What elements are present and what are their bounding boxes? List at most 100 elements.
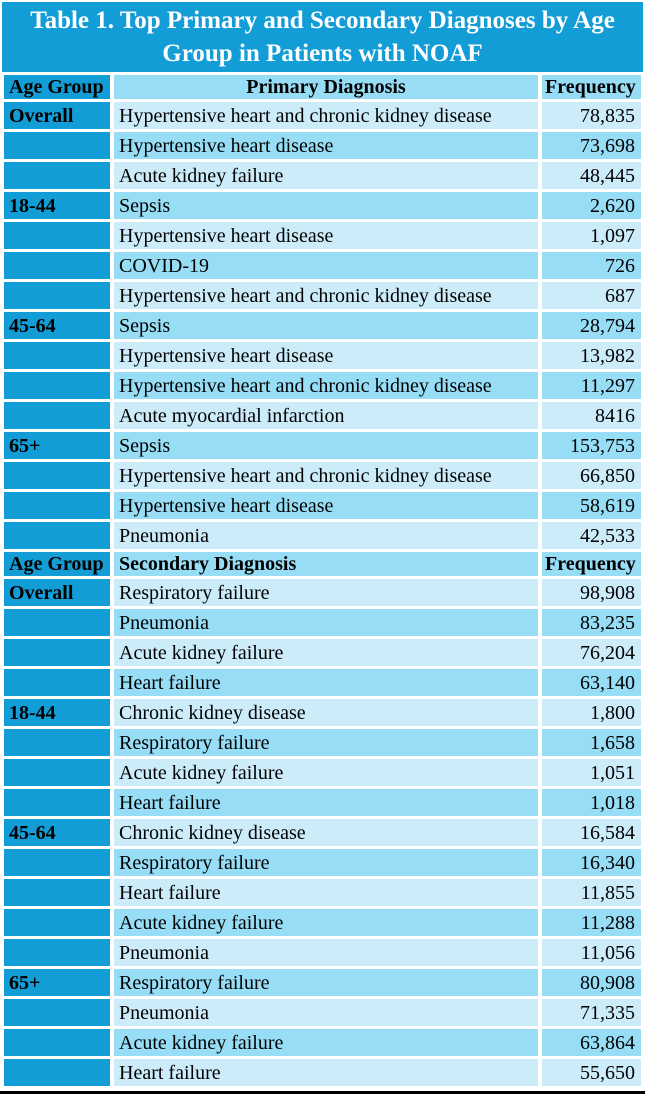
table-row: Pneumonia 71,335 (4, 999, 641, 1026)
diagnoses-table: Age Group Primary Diagnosis Frequency Overa… (0, 72, 645, 1089)
frequency-cell: 1,097 (542, 222, 641, 249)
frequency-cell: 66,850 (542, 462, 641, 489)
frequency-cell: 28,794 (542, 312, 641, 339)
table-row: 45-64 Sepsis 28,794 (4, 312, 641, 339)
diagnosis-cell: Respiratory failure (114, 969, 538, 996)
diagnosis-cell: Respiratory failure (114, 579, 538, 606)
section-header-row: Age Group Secondary Diagnosis Frequency (4, 552, 641, 576)
frequency-cell: 63,864 (542, 1029, 641, 1056)
age-group-header-cell: Age Group (4, 552, 110, 576)
diagnosis-cell: Pneumonia (114, 999, 538, 1026)
frequency-cell: 16,340 (542, 849, 641, 876)
frequency-cell: 11,297 (542, 372, 641, 399)
table-row: Acute kidney failure 63,864 (4, 1029, 641, 1056)
table-row: 65+ Respiratory failure 80,908 (4, 969, 641, 996)
frequency-cell: 73,698 (542, 132, 641, 159)
frequency-cell: 83,235 (542, 609, 641, 636)
frequency-cell: 687 (542, 282, 641, 309)
age-group-cell (4, 879, 110, 906)
diagnosis-cell: Respiratory failure (114, 849, 538, 876)
frequency-cell: 98,908 (542, 579, 641, 606)
age-group-cell (4, 729, 110, 756)
table-row: Pneumonia 83,235 (4, 609, 641, 636)
diagnosis-cell: Heart failure (114, 789, 538, 816)
diagnosis-header-cell: Primary Diagnosis (114, 75, 538, 99)
frequency-cell: 1,800 (542, 699, 641, 726)
age-group-cell (4, 522, 110, 549)
age-group-cell (4, 402, 110, 429)
table-row: Hypertensive heart disease 13,982 (4, 342, 641, 369)
diagnosis-cell: Chronic kidney disease (114, 699, 538, 726)
age-group-cell (4, 222, 110, 249)
table-row: Acute kidney failure 48,445 (4, 162, 641, 189)
table-row: Acute kidney failure 11,288 (4, 909, 641, 936)
age-group-cell (4, 999, 110, 1026)
table-row: Hypertensive heart and chronic kidney di… (4, 282, 641, 309)
age-group-cell (4, 1029, 110, 1056)
diagnosis-cell: Chronic kidney disease (114, 819, 538, 846)
table-row: Pneumonia 42,533 (4, 522, 641, 549)
age-group-header-cell: Age Group (4, 75, 110, 99)
diagnosis-cell: Hypertensive heart disease (114, 492, 538, 519)
frequency-cell: 80,908 (542, 969, 641, 996)
diagnosis-cell: Hypertensive heart and chronic kidney di… (114, 462, 538, 489)
age-group-cell: 65+ (4, 432, 110, 459)
diagnosis-cell: Pneumonia (114, 522, 538, 549)
diagnosis-cell: Heart failure (114, 1059, 538, 1086)
table-row: Hypertensive heart disease 73,698 (4, 132, 641, 159)
table-title: Table 1. Top Primary and Secondary Diagn… (2, 2, 643, 72)
diagnosis-cell: Hypertensive heart disease (114, 132, 538, 159)
frequency-cell: 726 (542, 252, 641, 279)
diagnosis-cell: Respiratory failure (114, 729, 538, 756)
diagnosis-cell: Pneumonia (114, 939, 538, 966)
diagnosis-cell: Hypertensive heart disease (114, 222, 538, 249)
table-row: Acute kidney failure 76,204 (4, 639, 641, 666)
diagnosis-cell: Acute kidney failure (114, 909, 538, 936)
age-group-cell (4, 909, 110, 936)
table-row: Overall Respiratory failure 98,908 (4, 579, 641, 606)
age-group-cell (4, 849, 110, 876)
age-group-cell (4, 372, 110, 399)
diagnosis-cell: Hypertensive heart and chronic kidney di… (114, 372, 538, 399)
frequency-cell: 71,335 (542, 999, 641, 1026)
age-group-cell (4, 609, 110, 636)
table-row: Hypertensive heart disease 58,619 (4, 492, 641, 519)
section-header-row: Age Group Primary Diagnosis Frequency (4, 75, 641, 99)
frequency-cell: 1,018 (542, 789, 641, 816)
diagnosis-cell: Sepsis (114, 432, 538, 459)
frequency-cell: 16,584 (542, 819, 641, 846)
age-group-cell (4, 1059, 110, 1086)
diagnosis-cell: Acute kidney failure (114, 162, 538, 189)
diagnosis-cell: Heart failure (114, 879, 538, 906)
diagnoses-table-body: Age Group Primary Diagnosis Frequency Overa… (4, 75, 641, 1086)
diagnosis-cell: Hypertensive heart and chronic kidney di… (114, 282, 538, 309)
frequency-cell: 11,288 (542, 909, 641, 936)
diagnosis-cell: Sepsis (114, 192, 538, 219)
frequency-cell: 2,620 (542, 192, 641, 219)
diagnosis-cell: Acute kidney failure (114, 1029, 538, 1056)
frequency-cell: 55,650 (542, 1059, 641, 1086)
table-row: 18-44 Chronic kidney disease 1,800 (4, 699, 641, 726)
diagnosis-cell: Acute myocardial infarction (114, 402, 538, 429)
age-group-cell: Overall (4, 102, 110, 129)
table-row: Heart failure 11,855 (4, 879, 641, 906)
table-row: 45-64 Chronic kidney disease 16,584 (4, 819, 641, 846)
age-group-cell (4, 639, 110, 666)
table-row: Heart failure 1,018 (4, 789, 641, 816)
age-group-cell (4, 939, 110, 966)
table-row: Overall Hypertensive heart and chronic ki… (4, 102, 641, 129)
age-group-cell (4, 252, 110, 279)
diagnosis-header-cell: Secondary Diagnosis (114, 552, 538, 576)
frequency-cell: 63,140 (542, 669, 641, 696)
table-row: Respiratory failure 16,340 (4, 849, 641, 876)
frequency-cell: 1,658 (542, 729, 641, 756)
age-group-cell (4, 462, 110, 489)
age-group-cell: 18-44 (4, 699, 110, 726)
age-group-cell: 18-44 (4, 192, 110, 219)
age-group-cell: 45-64 (4, 312, 110, 339)
table-row: 65+ Sepsis 153,753 (4, 432, 641, 459)
frequency-header-cell: Frequency (542, 552, 641, 576)
age-group-cell: Overall (4, 579, 110, 606)
age-group-cell (4, 132, 110, 159)
